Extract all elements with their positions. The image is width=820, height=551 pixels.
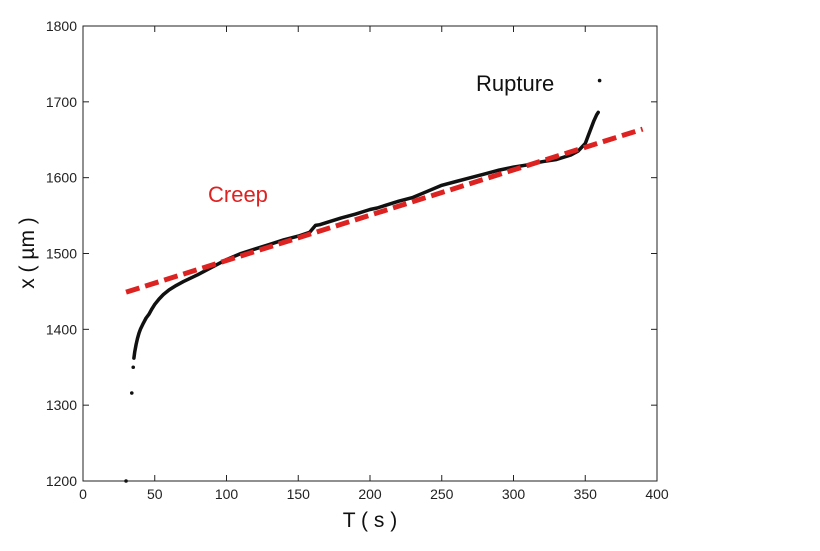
data-point: [150, 307, 154, 311]
data-point: [382, 204, 386, 208]
data-point: [161, 293, 165, 296]
data-point: [354, 212, 358, 216]
data-point: [153, 302, 157, 306]
data-point: [131, 365, 136, 370]
annotation-creep: Creep: [208, 182, 268, 207]
data-point: [174, 283, 178, 287]
data-point: [141, 321, 145, 325]
x-axis-label: T ( s ): [343, 509, 397, 532]
data-point: [540, 160, 544, 164]
data-point: [483, 172, 487, 176]
x-tick-label: 50: [147, 486, 163, 502]
x-axis-ticks: 0 50 100 150 200 250 300 350 400: [79, 26, 669, 502]
data-point: [129, 391, 134, 395]
data-point: [454, 180, 458, 183]
data-point: [397, 199, 401, 203]
data-point: [147, 312, 151, 316]
data-point: [196, 273, 200, 277]
data-point: [136, 337, 139, 340]
x-tick-label: 300: [502, 486, 526, 502]
y-tick-label: 1400: [46, 321, 77, 337]
y-tick-label: 1300: [46, 397, 77, 413]
data-point: [253, 247, 257, 251]
data-point: [133, 350, 137, 354]
data-point: [167, 288, 171, 292]
data-point: [124, 479, 128, 483]
y-tick-label: 1600: [46, 170, 77, 186]
data-point: [157, 297, 161, 301]
y-tick-label: 1500: [46, 246, 77, 262]
data-point: [132, 356, 136, 360]
y-tick-label: 1200: [46, 473, 77, 489]
annotation-rupture: Rupture: [476, 71, 554, 96]
data-point: [139, 327, 142, 331]
x-tick-label: 350: [574, 486, 598, 502]
data-point: [314, 224, 317, 227]
data-point: [469, 176, 472, 180]
plot-frame: [82, 25, 658, 482]
data-point: [583, 142, 587, 145]
x-tick-label: 0: [79, 486, 87, 502]
data-point: [375, 206, 379, 210]
data-point: [586, 134, 590, 138]
data-point: [134, 343, 138, 346]
data-point: [589, 126, 593, 130]
data-point: [144, 316, 148, 320]
x-tick-label: 100: [215, 486, 239, 502]
x-tick-label: 150: [287, 486, 311, 502]
data-point: [595, 113, 599, 117]
data-point: [182, 280, 185, 283]
data-point: [411, 195, 415, 199]
data-point: [318, 223, 322, 227]
y-tick-label: 1700: [46, 94, 77, 110]
data-point: [368, 208, 372, 211]
y-axis-ticks: 1200 1300 1400 1500 1600 1700 1800: [46, 18, 657, 489]
data-point: [339, 216, 343, 220]
series-layer: [124, 78, 644, 483]
data-point: [440, 183, 444, 187]
data-point: [426, 189, 429, 193]
data-point: [592, 119, 596, 123]
x-tick-label: 400: [645, 486, 669, 502]
x-tick-label: 250: [430, 486, 454, 502]
data-point: [497, 168, 501, 172]
y-tick-label: 1800: [46, 18, 77, 34]
data-point: [596, 111, 600, 114]
displacement-trace: [132, 110, 600, 360]
data-point: [137, 331, 141, 335]
creep-fit-line: [125, 126, 644, 295]
data-point: [325, 221, 329, 224]
y-axis-label: x ( µm ): [16, 217, 39, 289]
x-tick-label: 200: [358, 486, 382, 502]
data-point: [597, 78, 602, 83]
